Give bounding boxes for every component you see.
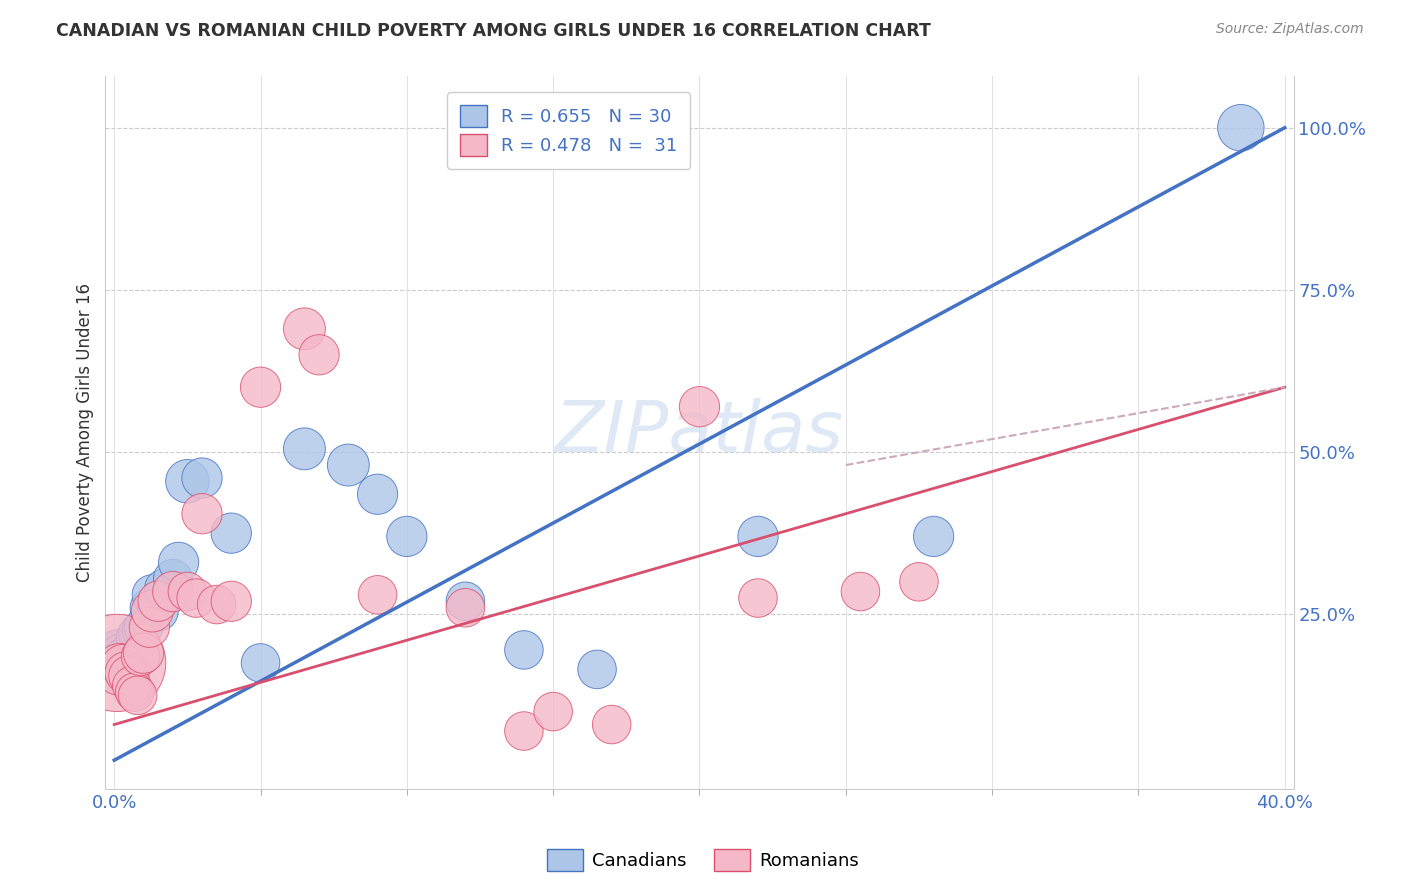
Point <box>121 679 143 693</box>
Point <box>454 594 477 608</box>
Point <box>186 591 208 605</box>
Point <box>115 653 138 667</box>
Point <box>367 487 389 501</box>
Point <box>922 529 945 543</box>
Point <box>176 475 198 489</box>
Point <box>541 705 564 719</box>
Point <box>219 526 242 541</box>
Point <box>127 626 149 640</box>
Point <box>124 630 146 644</box>
Point <box>162 572 184 586</box>
Point <box>124 685 146 699</box>
Point <box>153 582 176 596</box>
Point <box>294 322 316 336</box>
Point <box>105 656 128 670</box>
Point <box>141 604 163 618</box>
Point <box>205 598 228 612</box>
Point <box>908 574 931 589</box>
Point <box>129 649 152 664</box>
Point <box>118 669 141 683</box>
Point <box>513 724 536 739</box>
Point <box>688 400 710 414</box>
Point <box>337 458 360 472</box>
Legend: R = 0.655   N = 30, R = 0.478   N =  31: R = 0.655 N = 30, R = 0.478 N = 31 <box>447 92 690 169</box>
Text: CANADIAN VS ROMANIAN CHILD POVERTY AMONG GIRLS UNDER 16 CORRELATION CHART: CANADIAN VS ROMANIAN CHILD POVERTY AMONG… <box>56 22 931 40</box>
Point <box>138 600 160 615</box>
Point <box>108 662 131 676</box>
Point <box>105 643 128 657</box>
Point <box>747 529 769 543</box>
Point <box>219 594 242 608</box>
Point <box>367 588 389 602</box>
Point <box>308 348 330 362</box>
Point <box>176 584 198 599</box>
Point <box>127 689 149 703</box>
Point <box>108 646 131 660</box>
Point <box>849 584 872 599</box>
Point <box>747 591 769 605</box>
Point <box>146 594 169 608</box>
Point <box>146 604 169 618</box>
Point <box>132 620 155 634</box>
Point <box>600 717 623 731</box>
Point <box>513 643 536 657</box>
Point <box>129 624 152 638</box>
Point <box>249 656 271 670</box>
Point <box>132 646 155 660</box>
Point <box>1230 120 1253 135</box>
Point <box>191 507 214 521</box>
Point <box>395 529 418 543</box>
Point <box>111 659 134 673</box>
Point <box>121 640 143 654</box>
Point <box>294 442 316 456</box>
Text: ZIPatlas: ZIPatlas <box>555 398 844 467</box>
Point <box>115 665 138 680</box>
Point <box>454 600 477 615</box>
Legend: Canadians, Romanians: Canadians, Romanians <box>540 842 866 879</box>
Point <box>138 620 160 634</box>
Point <box>586 662 609 676</box>
Point <box>249 380 271 394</box>
Y-axis label: Child Poverty Among Girls Under 16: Child Poverty Among Girls Under 16 <box>76 283 94 582</box>
Point <box>162 584 184 599</box>
Point <box>191 471 214 485</box>
Point <box>141 588 163 602</box>
Text: Source: ZipAtlas.com: Source: ZipAtlas.com <box>1216 22 1364 37</box>
Point <box>111 649 134 664</box>
Point <box>118 656 141 670</box>
Point <box>167 555 190 569</box>
